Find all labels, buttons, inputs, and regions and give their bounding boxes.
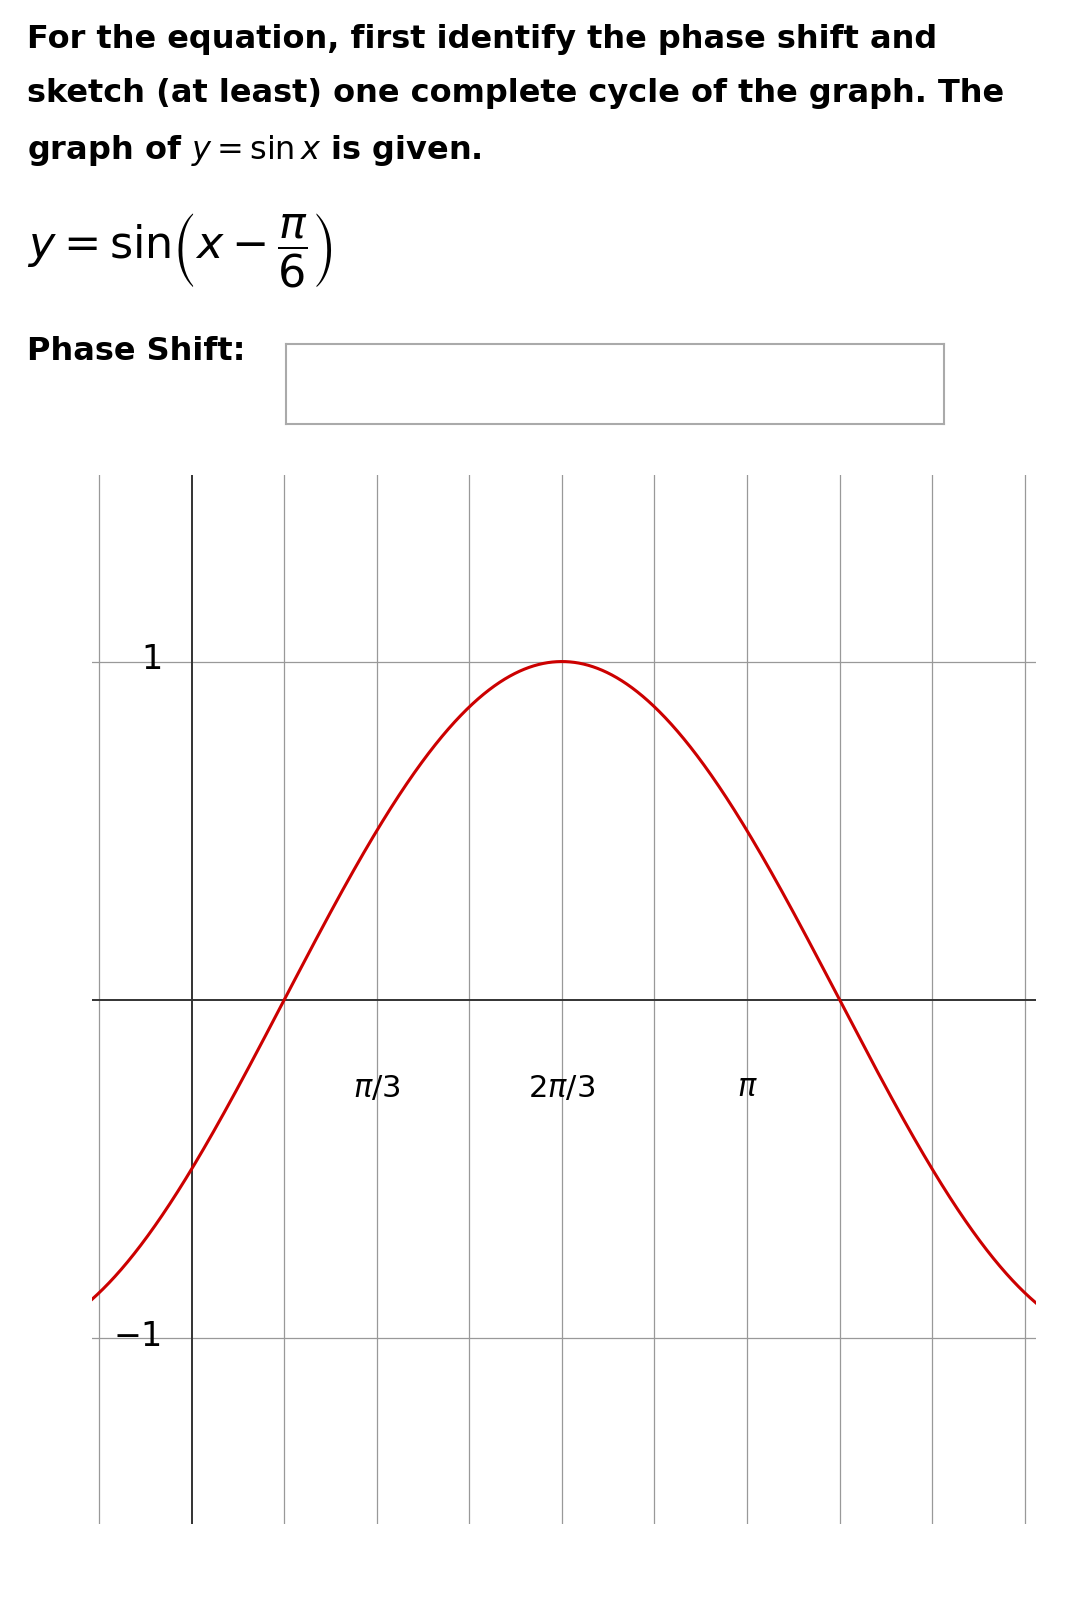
Text: graph of $y = \sin x$ is given.: graph of $y = \sin x$ is given.: [27, 133, 481, 168]
Text: Phase Shift:: Phase Shift:: [27, 336, 246, 367]
Text: $y = \sin\!\left(x - \dfrac{\pi}{6}\right)$: $y = \sin\!\left(x - \dfrac{\pi}{6}\righ…: [27, 211, 332, 290]
Text: $\pi/3$: $\pi/3$: [353, 1074, 400, 1103]
Text: $\mathit{-1}$: $\mathit{-1}$: [113, 1322, 161, 1353]
Text: $\mathit{1}$: $\mathit{1}$: [141, 647, 161, 677]
Text: sketch (at least) one complete cycle of the graph. The: sketch (at least) one complete cycle of …: [27, 78, 1005, 109]
Text: $2\pi/3$: $2\pi/3$: [529, 1074, 596, 1103]
Text: For the equation, first identify the phase shift and: For the equation, first identify the pha…: [27, 24, 938, 54]
Text: $\pi$: $\pi$: [737, 1074, 757, 1101]
